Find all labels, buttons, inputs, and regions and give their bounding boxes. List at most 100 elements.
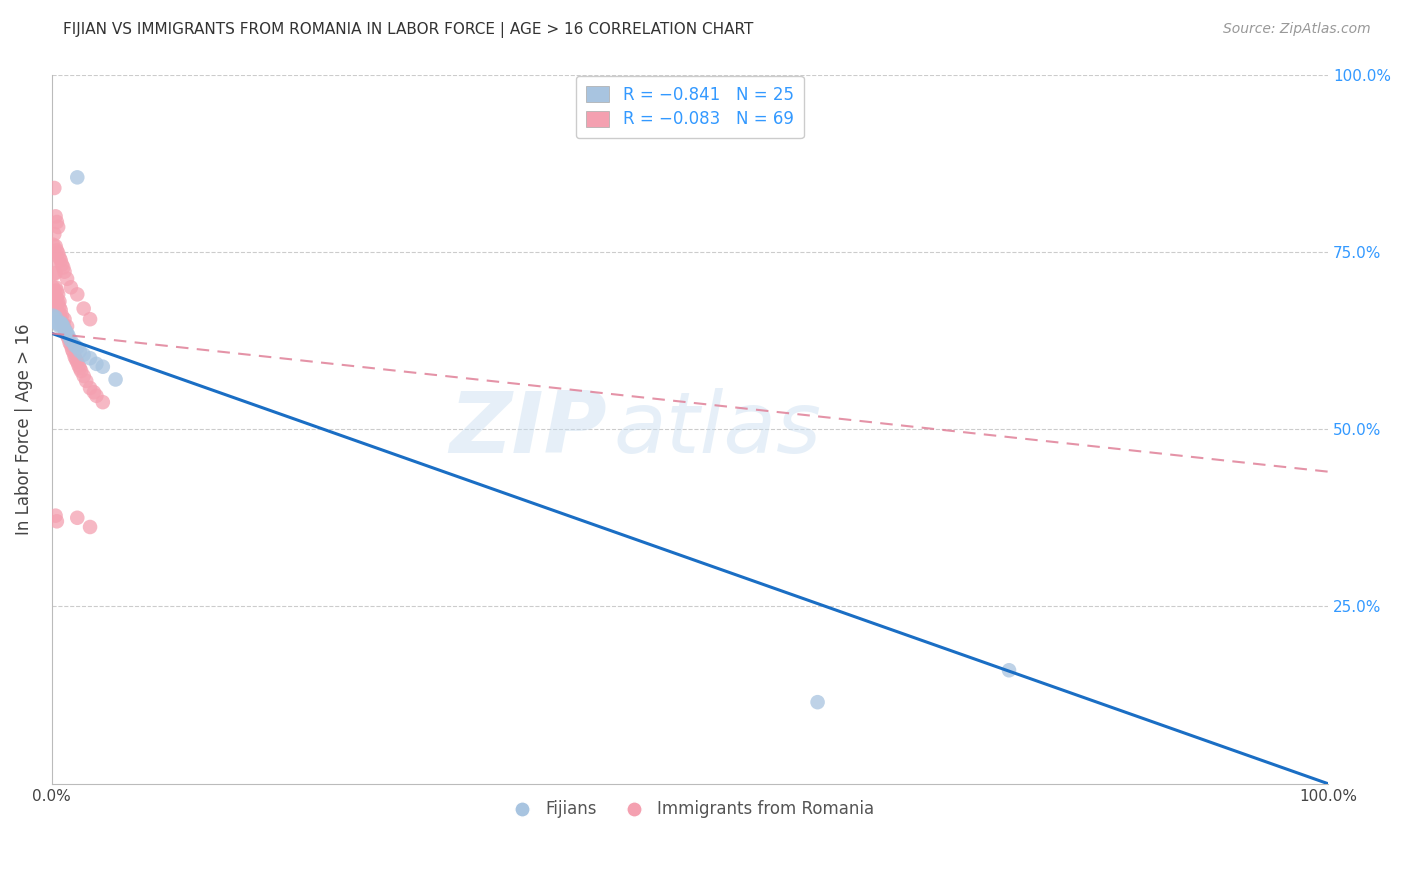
Point [45,210,67,224]
Point [79,520,101,534]
Point [48,309,70,323]
Point [66,341,89,355]
Point [46,296,69,310]
Point [53,265,76,279]
Point [56,326,79,341]
Point [42,301,65,316]
Point [66,510,89,524]
Point [45,266,67,280]
Point [52,319,75,334]
Point [49,303,72,318]
Point [42,237,65,252]
Point [58,331,80,345]
Point [45,239,67,253]
Point [73,348,96,362]
Point [48,300,70,314]
Point [49,316,72,330]
Point [51,309,73,323]
Point [48,294,70,309]
Text: Source: ZipAtlas.com: Source: ZipAtlas.com [1223,22,1371,37]
Point [53,312,76,326]
Point [63,350,86,364]
Point [66,287,89,301]
Point [75,374,97,388]
Point [58,328,80,343]
Point [59,280,82,294]
Point [69,344,91,359]
Point [44,227,66,241]
Point [53,323,76,337]
Point [45,280,67,294]
Point [45,215,67,229]
Point [56,272,79,286]
Point [55,324,77,338]
Point [104,372,127,386]
Point [59,334,82,348]
Legend: Fijians, Immigrants from Romania: Fijians, Immigrants from Romania [499,794,882,825]
Point [83,385,105,400]
Point [52,260,75,275]
Point [48,251,70,265]
Point [806,695,828,709]
Point [51,258,73,272]
Point [91,359,114,374]
Point [86,389,108,403]
Point [44,252,66,266]
Point [52,317,75,331]
Point [42,309,65,323]
Point [73,301,96,316]
Point [46,317,69,331]
Point [46,287,69,301]
Point [46,305,69,319]
Point [59,335,82,350]
Point [53,321,76,335]
Point [45,244,67,258]
Point [45,294,67,309]
Text: FIJIAN VS IMMIGRANTS FROM ROMANIA IN LABOR FORCE | AGE > 16 CORRELATION CHART: FIJIAN VS IMMIGRANTS FROM ROMANIA IN LAB… [63,22,754,38]
Point [46,219,69,234]
Point [49,312,72,326]
Point [63,338,86,352]
Point [998,663,1021,677]
Point [42,280,65,294]
Text: atlas: atlas [613,388,821,471]
Point [44,284,66,298]
Point [67,359,90,373]
Point [48,319,70,334]
Point [60,343,83,357]
Point [45,316,67,330]
Point [45,284,67,298]
Point [86,357,108,371]
Point [66,170,89,185]
Point [45,291,67,305]
Point [44,181,66,195]
Point [69,361,91,376]
Point [66,355,89,369]
Point [70,364,93,378]
Point [79,351,101,366]
Point [79,312,101,326]
Point [44,312,66,326]
Point [62,345,84,359]
Point [73,368,96,383]
Point [42,294,65,309]
Point [45,310,67,324]
Point [46,246,69,260]
Point [56,319,79,334]
Point [44,266,66,280]
Y-axis label: In Labor Force | Age > 16: In Labor Force | Age > 16 [15,324,32,535]
Point [59,338,82,352]
Point [49,253,72,268]
Point [45,301,67,316]
Point [79,381,101,395]
Point [65,352,87,367]
Point [51,317,73,331]
Point [45,508,67,523]
Text: ZIP: ZIP [450,388,607,471]
Point [44,291,66,305]
Point [91,395,114,409]
Point [55,324,77,338]
Point [56,328,79,343]
Point [45,514,67,528]
Point [51,316,73,330]
